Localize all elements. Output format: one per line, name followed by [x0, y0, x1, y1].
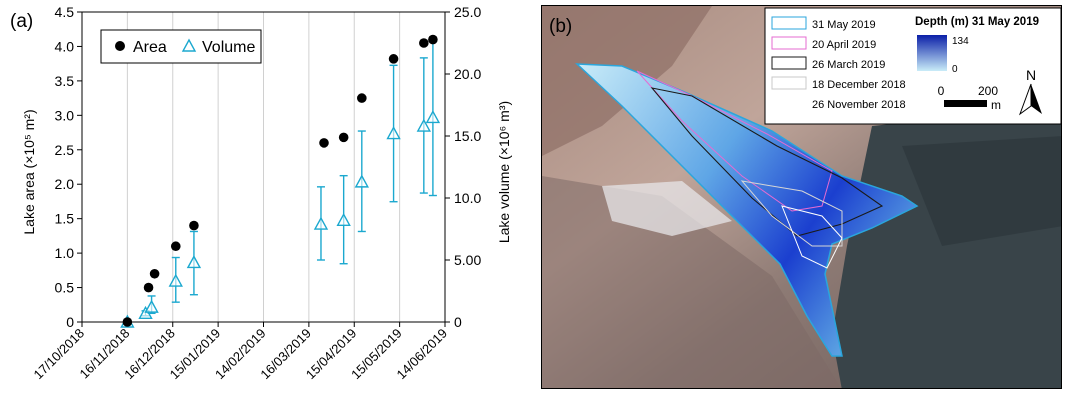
volume-point: [416, 118, 432, 132]
left-axis: 0 0.5 1.0 1.5 2.0 2.5 3.0 3.5 4.0 4.5: [55, 4, 82, 330]
area-point: [143, 282, 154, 293]
volume-point: [144, 299, 159, 313]
y-right-tick-label: 10.0: [454, 190, 481, 206]
y-right-tick-label: 15.0: [454, 128, 481, 144]
map-legend-swatch: [771, 36, 807, 50]
scale-zero-label: 0: [938, 84, 945, 98]
snow-patch: [602, 181, 732, 236]
y-left-tick-label: 4.5: [55, 4, 75, 20]
volume-point: [425, 109, 441, 124]
map-legend-swatch: [771, 76, 807, 90]
north-arrow-icon: [1031, 84, 1042, 114]
y-right-tick-label: 25.0: [454, 4, 481, 20]
area-series: [122, 34, 438, 327]
map-legend-label: 18 December 2018: [812, 79, 906, 91]
map-legend-label: 26 November 2018: [812, 99, 906, 111]
y-left-tick-label: 1.5: [55, 211, 75, 227]
volume-point: [186, 255, 202, 269]
lake-outline-26-november-2018: [781, 205, 843, 269]
panel-b-label: (b): [549, 16, 572, 37]
y-left-tick-label: 0: [66, 314, 74, 330]
depth-max-label: 134: [952, 36, 969, 47]
volume-point: [313, 216, 329, 230]
map-legend-label: 31 May 2019: [812, 19, 876, 31]
depth-colorbar: [917, 35, 947, 71]
volume-series: [120, 38, 441, 328]
y-left-tick-label: 3.5: [55, 73, 75, 89]
lake-outline-18-december-2018: [740, 180, 843, 247]
lake-outline-26-march-2019: [650, 87, 884, 237]
volume-point: [386, 126, 401, 140]
y-left-tick-label: 2.0: [55, 176, 75, 192]
legend-volume-label: Volume: [202, 39, 255, 56]
map-legend-swatch: [771, 56, 807, 70]
north-arrow-outline-icon: [1018, 83, 1032, 116]
lake-outline-20-april-2019: [636, 70, 833, 212]
terrain-slope-south: [542, 176, 841, 388]
depth-title: Depth (m) 31 May 2019: [915, 16, 1039, 28]
x-axis: 17/10/201816/11/201816/12/201815/01/2019…: [30, 322, 450, 382]
lake-outline-31-may-2019: [575, 63, 919, 357]
legend: Area Volume: [100, 29, 262, 64]
volume-point: [336, 212, 351, 227]
y-right-tick-label: 5.00: [454, 252, 481, 268]
y-left-tick-label: 0.5: [55, 280, 75, 296]
legend-volume-marker: [181, 38, 197, 52]
lake-area-volume-chart: (a) 0 0.5 1.0 1.5 2.0 2.5 3.0 3.5 4.0 4.5 0 5.00 10…: [10, 4, 512, 382]
right-axis: 0 5.00 10.0 15.0 20.0 25.0: [445, 4, 481, 330]
area-point: [428, 34, 438, 45]
y-axis-right-label: Lake volume (×10⁶ m³): [496, 101, 512, 243]
satellite-map-panel: (b) 31 May 2019 20 April 2019 26 March 201…: [541, 5, 1062, 389]
y-axis-left-label: Lake area (×10⁵ m²): [21, 109, 37, 234]
panel-a-label: (a): [10, 11, 33, 32]
map-legend: 31 May 2019 20 April 2019 26 March 2019 18 …: [764, 7, 1061, 125]
area-point: [319, 138, 329, 148]
area-point: [388, 54, 399, 64]
map-legend-label: 20 April 2019: [812, 39, 876, 51]
area-point: [419, 38, 429, 48]
glacier-shadow: [902, 136, 1061, 246]
map-legend-box: [764, 7, 1061, 125]
y-left-tick-label: 2.5: [55, 142, 75, 158]
y-right-tick-label: 20.0: [454, 66, 481, 82]
map-legend-swatch: [771, 96, 807, 110]
north-label: N: [1026, 67, 1036, 83]
map-canvas: (b) 31 May 2019 20 April 2019 26 March 201…: [542, 6, 1061, 388]
area-point: [357, 93, 367, 103]
area-point: [149, 268, 160, 279]
scale-bar: [944, 100, 987, 107]
y-left-tick-label: 1.0: [55, 245, 75, 261]
map-legend-swatch: [771, 16, 807, 30]
map-legend-entries: 31 May 2019 20 April 2019 26 March 2019 18 …: [771, 16, 906, 111]
legend-area-marker: [115, 41, 125, 51]
legend-box: [100, 29, 262, 64]
area-point: [170, 241, 181, 252]
depth-min-label: 0: [952, 64, 958, 75]
scale-unit-label: m: [991, 98, 1001, 112]
area-point: [122, 317, 133, 327]
gridlines: [126, 12, 401, 322]
y-left-tick-label: 3.0: [55, 107, 75, 123]
map-legend-label: 26 March 2019: [812, 59, 885, 71]
y-right-tick-label: 0: [454, 314, 462, 330]
scale-value-label: 200: [978, 84, 998, 98]
volume-point: [168, 273, 183, 287]
legend-area-label: Area: [133, 39, 167, 56]
area-point: [338, 132, 349, 143]
volume-point: [354, 174, 369, 188]
area-point: [189, 220, 199, 231]
y-left-tick-label: 4.0: [55, 38, 75, 54]
